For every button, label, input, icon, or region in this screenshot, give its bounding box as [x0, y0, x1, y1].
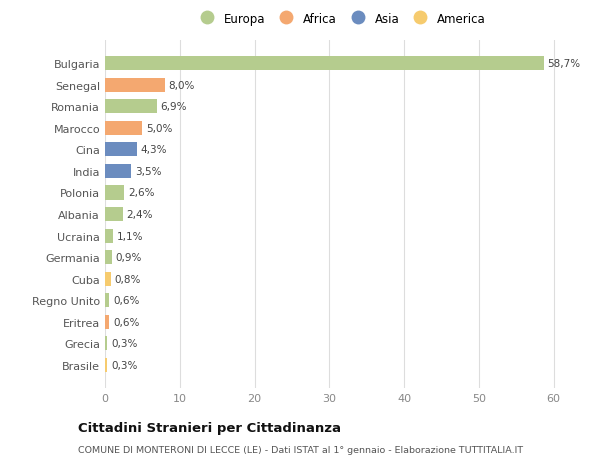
Text: 1,1%: 1,1% — [117, 231, 143, 241]
Text: 0,3%: 0,3% — [111, 360, 137, 370]
Bar — [105, 100, 157, 114]
Bar — [105, 358, 107, 372]
Text: 4,3%: 4,3% — [141, 145, 167, 155]
Bar — [105, 272, 111, 286]
Text: Cittadini Stranieri per Cittadinanza: Cittadini Stranieri per Cittadinanza — [78, 421, 341, 434]
Bar — [105, 294, 109, 308]
Text: 6,9%: 6,9% — [160, 102, 187, 112]
Bar — [105, 315, 109, 329]
Text: 0,6%: 0,6% — [113, 317, 140, 327]
Text: 3,5%: 3,5% — [135, 167, 161, 177]
Text: 58,7%: 58,7% — [548, 59, 581, 69]
Bar — [105, 186, 124, 200]
Bar — [105, 78, 165, 93]
Text: 0,6%: 0,6% — [113, 296, 140, 306]
Bar — [105, 143, 137, 157]
Bar — [105, 122, 142, 135]
Bar — [105, 229, 113, 243]
Text: 2,4%: 2,4% — [127, 210, 153, 219]
Text: 0,8%: 0,8% — [115, 274, 141, 284]
Text: 0,9%: 0,9% — [115, 252, 142, 263]
Legend: Europa, Africa, Asia, America: Europa, Africa, Asia, America — [195, 12, 486, 26]
Bar — [105, 57, 544, 71]
Text: COMUNE DI MONTERONI DI LECCE (LE) - Dati ISTAT al 1° gennaio - Elaborazione TUTT: COMUNE DI MONTERONI DI LECCE (LE) - Dati… — [78, 445, 523, 454]
Bar — [105, 336, 107, 351]
Bar — [105, 165, 131, 179]
Text: 5,0%: 5,0% — [146, 123, 172, 134]
Text: 0,3%: 0,3% — [111, 339, 137, 348]
Bar — [105, 251, 112, 264]
Text: 2,6%: 2,6% — [128, 188, 155, 198]
Text: 8,0%: 8,0% — [169, 81, 195, 90]
Bar — [105, 207, 123, 222]
